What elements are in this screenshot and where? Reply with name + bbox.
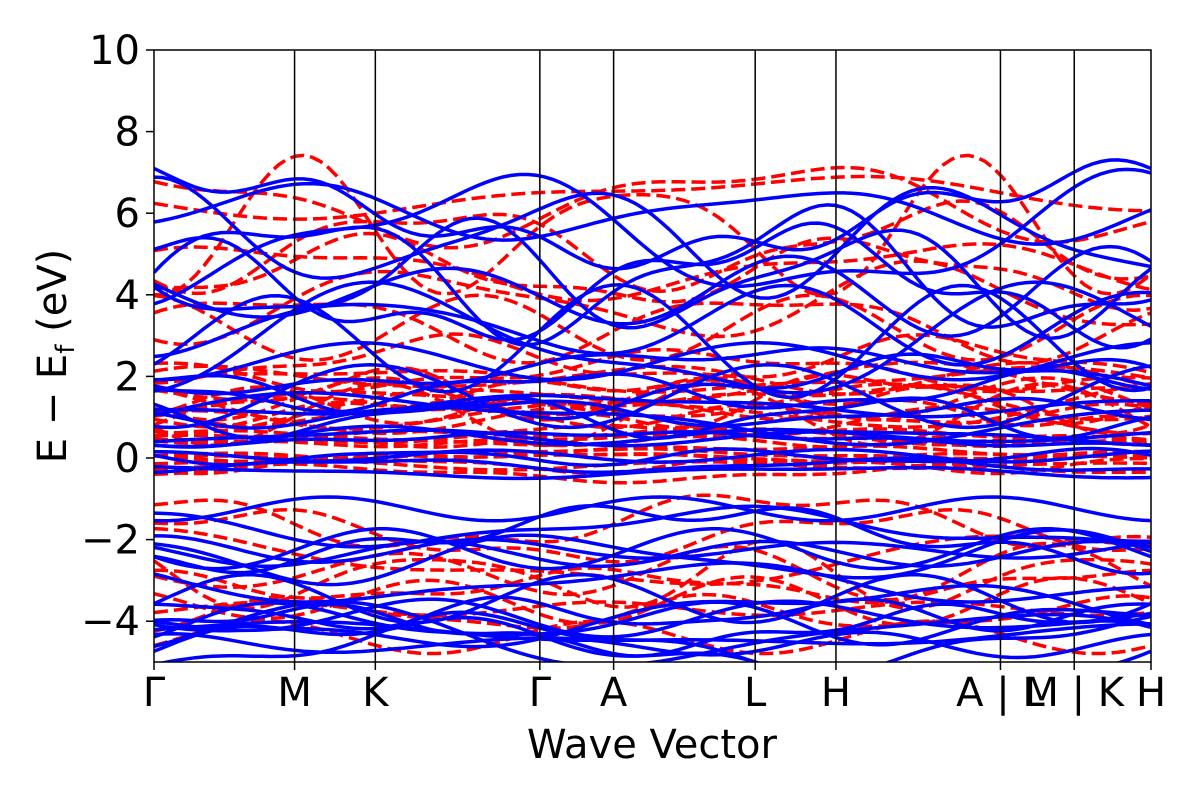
solid-band-line: [154, 341, 1151, 382]
plot-frame: [153, 49, 1152, 663]
y-tick-label: 10: [89, 28, 140, 74]
solid-band-line: [154, 534, 1151, 564]
dashed-band-line: [154, 566, 1151, 605]
solid-band-line: [154, 428, 1151, 448]
solid-band-line: [154, 424, 1151, 449]
solid-band-line: [154, 346, 1151, 396]
y-axis-title-sub: f: [51, 344, 81, 354]
solid-band-line: [154, 504, 1151, 576]
kpoint-lines: [293, 50, 1075, 662]
y-tick-label: −2: [81, 518, 140, 564]
solid-band-line: [154, 283, 1151, 367]
y-tick-label: 4: [115, 273, 140, 319]
x-tick-label: H: [821, 670, 851, 716]
solid-band-line: [158, 610, 1151, 662]
y-axis-title-main: E − E: [30, 354, 76, 464]
dashed-band-line: [154, 332, 1151, 385]
x-tick-label: Γ: [143, 670, 166, 716]
x-tick-label: Γ: [529, 670, 552, 716]
solid-band-line: [154, 615, 1151, 662]
solid-band-line: [154, 352, 1151, 421]
y-tick-label: −4: [81, 599, 140, 645]
solid-band-line: [154, 393, 1151, 419]
solid-band-line: [154, 430, 1151, 449]
solid-band-line: [154, 600, 1151, 647]
dashed-band-line: [154, 153, 1151, 297]
solid-band-line: [154, 528, 1151, 587]
solid-band-line: [154, 597, 1151, 639]
x-tick-label: L: [744, 670, 767, 716]
solid-band-line: [154, 167, 1151, 306]
solid-band-line: [154, 447, 1151, 464]
x-tick-label: K: [362, 670, 390, 716]
dashed-band-line: [154, 293, 1151, 362]
dashed-band-line: [154, 165, 1151, 250]
dashed-band-line: [154, 493, 1151, 549]
y-tick-label: 2: [115, 354, 140, 400]
solid-band-line: [154, 367, 1151, 414]
y-axis: −4 −2 0 2 4 6 8 10: [81, 28, 154, 645]
solid-band-line: [154, 158, 1151, 271]
solid-bands: [154, 158, 1151, 662]
solid-band-line: [154, 181, 1151, 246]
solid-band-line: [154, 203, 1151, 347]
solid-band-line: [154, 561, 1151, 604]
solid-band-line: [154, 527, 1151, 571]
solid-band-line: [154, 175, 1151, 300]
dashed-band-line: [154, 174, 1151, 221]
dashed-band-line: [154, 231, 1151, 312]
solid-band-line: [154, 363, 1151, 430]
solid-band-line: [154, 495, 1151, 523]
solid-band-line: [154, 583, 1151, 649]
y-tick-label: 0: [115, 436, 140, 482]
solid-band-line: [154, 504, 1151, 549]
plot-area: [154, 153, 1151, 662]
x-tick-label: H: [1136, 670, 1166, 716]
solid-band-line: [154, 573, 1151, 625]
solid-band-line: [154, 539, 1151, 568]
x-tick-label: A: [600, 670, 628, 716]
y-tick-label: 8: [115, 110, 140, 156]
y-axis-title-unit: (eV): [30, 249, 76, 345]
x-tick-label: A | L: [956, 670, 1045, 716]
solid-band-line: [154, 595, 1151, 633]
y-axis-title: E − Ef (eV): [30, 249, 81, 464]
solid-band-line: [154, 390, 1151, 447]
solid-band-line: [154, 283, 1151, 399]
solid-band-line: [154, 280, 1151, 395]
x-tick-label: M | K: [1024, 670, 1125, 716]
x-axis-title: Wave Vector: [527, 722, 778, 768]
x-tick-label: M: [277, 670, 312, 716]
y-tick-label: 6: [115, 191, 140, 237]
